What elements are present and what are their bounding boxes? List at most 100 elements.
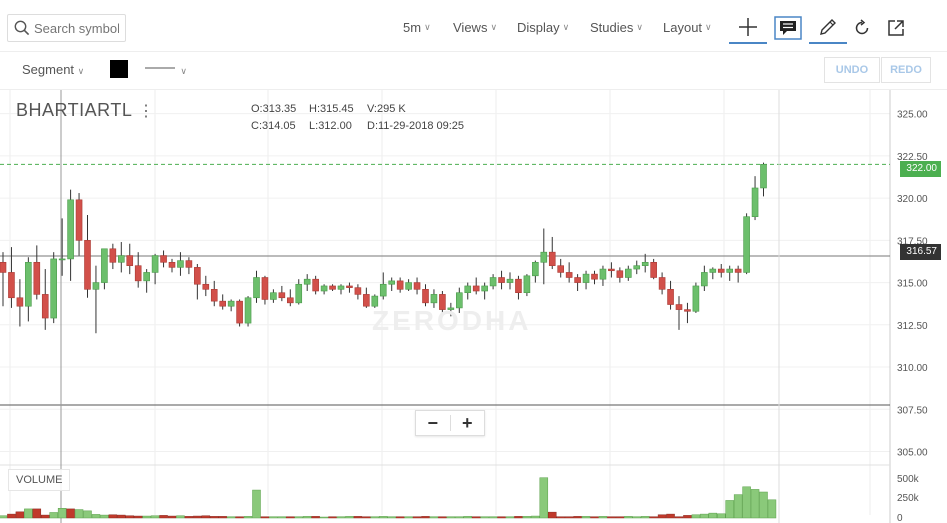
candle-body (608, 268, 615, 272)
candle-body (709, 268, 717, 273)
segment-tool-select[interactable]: Segment ∨ (22, 62, 84, 77)
candle-body (295, 283, 303, 304)
candle-body (658, 277, 666, 290)
candle-body (701, 272, 708, 287)
candle-body (717, 268, 725, 273)
search-icon (14, 20, 30, 36)
candle-body (118, 255, 125, 263)
volume-bar (167, 515, 177, 519)
chevron-down-icon: ∨ (705, 22, 712, 32)
volume-bar (581, 516, 591, 519)
volume-bar (438, 516, 447, 519)
candle-body (134, 265, 142, 282)
volume-bar (336, 516, 346, 519)
candle-body (303, 278, 311, 285)
undo-button[interactable]: UNDO (824, 57, 880, 83)
volume-bar (624, 516, 633, 519)
candle-body (50, 258, 58, 319)
more-options-icon[interactable]: ⋮ (138, 103, 154, 120)
studies-label: Studies (590, 20, 634, 35)
segment-label: Segment (22, 62, 75, 77)
price-tick-label: 310.00 (897, 363, 928, 374)
volume-bar (66, 508, 75, 519)
ohlc-date: D:11-29-2018 09:25 (367, 120, 465, 132)
chevron-down-icon: ∨ (424, 22, 431, 32)
chevron-down-icon: ∨ (77, 66, 85, 76)
popout-button[interactable] (877, 12, 915, 44)
candle-body (278, 292, 286, 299)
crosshair-icon (739, 18, 757, 36)
volume-bar (505, 516, 515, 519)
candle-body (734, 268, 742, 273)
volume-bar (767, 499, 777, 519)
views-menu[interactable]: Views ∨ (453, 20, 497, 35)
volume-bar (615, 516, 625, 519)
candle-body (650, 261, 657, 278)
candle-body (202, 283, 210, 290)
volume-bar (717, 513, 726, 519)
draw-button[interactable] (809, 12, 847, 44)
candle-body (624, 268, 632, 278)
volume-bar (556, 516, 565, 519)
volume-bar (362, 516, 371, 519)
candle-body (405, 282, 412, 290)
candle-body (481, 285, 488, 292)
refresh-button[interactable] (843, 12, 881, 44)
candle-body (565, 272, 573, 278)
volume-bar (607, 516, 616, 519)
volume-bar (742, 486, 751, 519)
zoom-out-button[interactable]: − (427, 412, 439, 433)
volume-bar (100, 514, 109, 519)
candle-body (126, 255, 134, 266)
volume-bar (125, 515, 134, 519)
volume-bar (260, 516, 270, 519)
volume-bar (488, 516, 498, 519)
volume-bar (41, 514, 50, 519)
candle-body (726, 268, 734, 273)
volume-bar (395, 516, 405, 519)
ohlc-low: L:312.00 (309, 120, 352, 132)
candle-body (667, 289, 674, 305)
candle-body (312, 278, 319, 292)
volume-bar (632, 516, 641, 519)
volume-bar (429, 516, 439, 519)
price-chart[interactable]: 325.00 322.50 320.00 317.50 315.00 312.50 310.… (0, 90, 947, 523)
ohlc-volume: V:295 K (367, 103, 406, 115)
chevron-down-icon: ∨ (562, 22, 570, 32)
candle-body (337, 285, 345, 290)
volume-bar (590, 516, 599, 519)
search-input[interactable] (34, 20, 119, 36)
volume-bar (252, 489, 261, 519)
volume-bar (345, 516, 354, 519)
crosshair-button[interactable] (729, 12, 767, 44)
info-panel-button[interactable] (769, 12, 807, 44)
candle-body (430, 294, 438, 304)
refresh-icon (855, 19, 869, 35)
candle-body (286, 297, 294, 304)
candle-body (396, 280, 404, 290)
volume-bar (421, 516, 430, 519)
price-tick-label: 322.50 (897, 152, 928, 163)
volume-bar (133, 515, 143, 519)
layout-menu[interactable]: Layout ∨ (663, 20, 712, 35)
price-tick-label: 312.50 (897, 321, 928, 332)
color-swatch[interactable] (110, 60, 128, 78)
line-style-select[interactable]: ∨ (145, 62, 187, 77)
volume-bar (353, 516, 363, 519)
display-menu[interactable]: Display ∨ (517, 20, 569, 35)
price-tick-label: 325.00 (897, 110, 928, 121)
volume-bar (573, 516, 582, 519)
candle-body (506, 278, 514, 283)
candle-body (261, 277, 269, 300)
zoom-in-button[interactable]: + (461, 412, 473, 433)
interval-menu[interactable]: 5m ∨ (403, 20, 431, 35)
candle-body (472, 285, 480, 292)
volume-bar (463, 516, 472, 519)
candle-body (371, 295, 379, 307)
candle-body (455, 292, 463, 309)
redo-button[interactable]: REDO (881, 57, 931, 83)
search-box[interactable] (7, 14, 126, 42)
studies-menu[interactable]: Studies ∨ (590, 20, 643, 35)
watermark: ZERODHA (372, 305, 532, 336)
candle-body (523, 275, 531, 294)
